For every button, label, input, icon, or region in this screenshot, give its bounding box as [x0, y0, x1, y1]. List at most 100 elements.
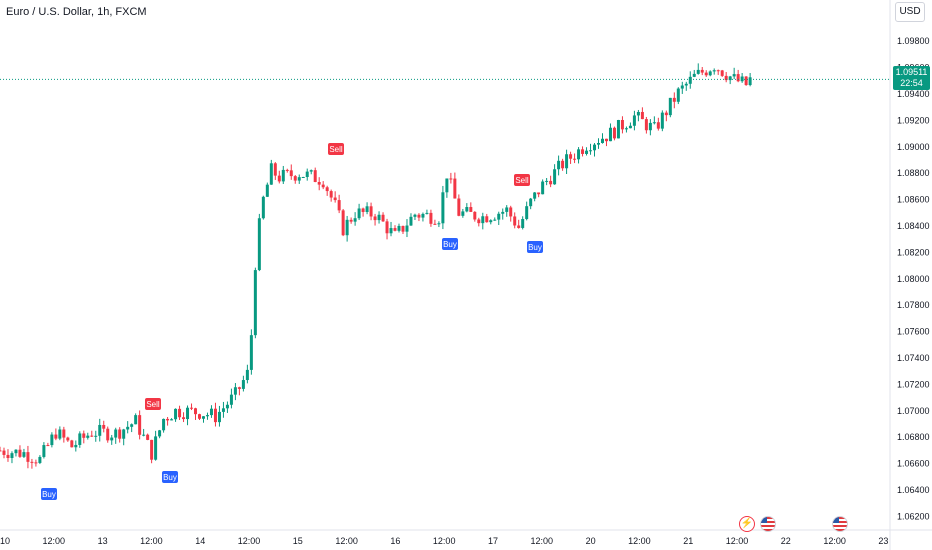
candle-body [676, 88, 680, 102]
candle-body [421, 213, 425, 218]
price-tick-label: 1.06600 [897, 459, 930, 469]
candle-body [245, 369, 249, 381]
candle-body [700, 69, 704, 73]
candle-body [337, 200, 341, 211]
candle-body [712, 70, 716, 72]
price-tick-label: 1.09400 [897, 89, 930, 99]
candle-body [720, 70, 724, 76]
candle-body [660, 112, 664, 129]
time-tick-label: 12:00 [433, 536, 456, 546]
candle-body [30, 461, 34, 463]
candle-body [98, 424, 102, 436]
candle-body [612, 127, 616, 139]
price-tick-label: 1.09000 [897, 142, 930, 152]
candle-body [525, 206, 529, 220]
chart-title: Euro / U.S. Dollar, 1h, FXCM [6, 6, 147, 18]
candle-body [297, 177, 301, 181]
time-tick-label: 20 [586, 536, 596, 546]
us-flag-event-icon[interactable] [760, 516, 776, 532]
candle-body [257, 218, 261, 271]
price-tick-label: 1.08800 [897, 168, 930, 178]
us-flag-event-icon[interactable] [832, 516, 848, 532]
time-tick-label: 15 [293, 536, 303, 546]
candle-body [14, 449, 18, 454]
price-tick-label: 1.07400 [897, 353, 930, 363]
candle-body [201, 416, 205, 419]
candle-body [154, 436, 158, 460]
candle-body [589, 150, 593, 152]
candle-body [509, 207, 513, 217]
lightning-event-icon[interactable]: ⚡ [739, 516, 755, 532]
candle-body [349, 219, 353, 222]
candle-body [728, 76, 732, 81]
candle-body [6, 454, 10, 458]
signal-label: Sell [329, 145, 343, 154]
candle-body [34, 462, 38, 464]
time-tick-label: 12:00 [238, 536, 261, 546]
candle-body [593, 144, 597, 151]
candle-body [178, 408, 182, 418]
buy-signal: Buy [41, 488, 57, 500]
candle-body [736, 74, 740, 82]
candle-body [110, 437, 114, 441]
candle-body [70, 440, 74, 448]
candle-body [620, 119, 624, 130]
candle-body [385, 221, 389, 234]
candle-body [740, 76, 744, 82]
candle-body [684, 83, 688, 86]
candle-body [517, 225, 521, 228]
candle-body [449, 178, 453, 180]
price-tick-label: 1.06400 [897, 485, 930, 495]
candle-body [369, 206, 373, 217]
currency-button[interactable]: USD [895, 2, 925, 22]
candle-body [66, 437, 70, 441]
candle-body [565, 154, 569, 169]
candle-body [377, 214, 381, 221]
candle-body [469, 207, 473, 212]
candle-body [138, 415, 142, 435]
price-tick-label: 1.07600 [897, 327, 930, 337]
signal-label: Buy [42, 490, 56, 499]
price-tick-label: 1.08200 [897, 247, 930, 257]
candle-body [716, 70, 720, 72]
candle-body [182, 417, 186, 420]
candle-body [22, 452, 26, 457]
time-tick-label: 22 [781, 536, 791, 546]
candle-body [704, 72, 708, 76]
candle-body [241, 380, 245, 389]
candle-body [465, 207, 469, 212]
candle-body [198, 414, 201, 419]
candle-body [656, 122, 660, 129]
candle-body [42, 445, 46, 457]
signal-label: Buy [443, 240, 457, 249]
last-price-value: 1.09511 [895, 67, 928, 77]
candle-body [50, 434, 54, 446]
candle-body [54, 434, 58, 439]
candle-body [373, 216, 377, 221]
candle-body [489, 220, 493, 223]
candle-body [493, 219, 497, 221]
candle-body [485, 216, 489, 223]
candle-body [78, 433, 82, 445]
candle-body [692, 73, 696, 77]
candle-body [58, 429, 62, 439]
candle-body [345, 219, 349, 236]
candle-body [577, 149, 581, 160]
candle-body [106, 428, 110, 441]
candle-body [162, 418, 166, 431]
candle-body [445, 178, 449, 193]
price-tick-label: 1.07200 [897, 379, 930, 389]
time-tick-label: 14 [195, 536, 205, 546]
candle-body [86, 435, 90, 438]
candle-body [249, 335, 253, 370]
candle-body [537, 192, 541, 195]
buy-signal: Buy [527, 241, 543, 253]
candle-body [585, 150, 589, 154]
price-tick-label: 1.07800 [897, 300, 930, 310]
candle-body [597, 143, 600, 145]
price-tick-label: 1.07000 [897, 406, 930, 416]
candle-body [134, 415, 138, 425]
candle-body [529, 198, 533, 207]
candle-body [724, 75, 728, 81]
